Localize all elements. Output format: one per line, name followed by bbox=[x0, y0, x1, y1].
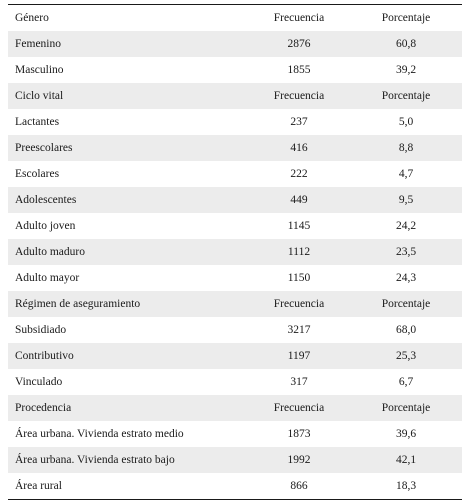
frequency-cell: 1197 bbox=[287, 350, 311, 362]
section-title: Régimen de aseguramiento bbox=[15, 298, 141, 310]
row-label: Contributivo bbox=[15, 350, 74, 362]
frequency-cell: 1992 bbox=[287, 454, 311, 466]
row-label: Adolescentes bbox=[15, 194, 77, 206]
frequency-cell: 866 bbox=[290, 480, 308, 492]
frequency-cell: 1855 bbox=[287, 64, 311, 76]
frequency-cell: 1150 bbox=[287, 272, 311, 284]
percentage-cell: 18,3 bbox=[395, 480, 417, 492]
row-label: Adulto maduro bbox=[15, 246, 85, 258]
percentage-cell: 60,8 bbox=[395, 38, 417, 50]
percentage-cell: 5,0 bbox=[398, 116, 414, 128]
row-label: Adulto mayor bbox=[15, 272, 80, 284]
percentage-cell: 9,5 bbox=[398, 194, 414, 206]
frequency-header: Frecuencia bbox=[273, 298, 325, 310]
table-row: Escolares 222 4,7 bbox=[8, 161, 462, 187]
percentage-cell: 6,7 bbox=[398, 376, 414, 388]
percentage-cell: 39,2 bbox=[395, 64, 417, 76]
table-row: Contributivo 1197 25,3 bbox=[8, 343, 462, 369]
section-header-row: Procedencia Frecuencia Porcentaje bbox=[8, 395, 462, 421]
percentage-cell: 42,1 bbox=[395, 454, 417, 466]
frequency-cell: 1112 bbox=[287, 246, 311, 258]
row-label: Área urbana. Vivienda estrato bajo bbox=[15, 454, 175, 466]
frequency-header: Frecuencia bbox=[273, 90, 325, 102]
table-row: Área rural 866 18,3 bbox=[8, 473, 462, 499]
table-row: Área urbana. Vivienda estrato bajo 1992 42… bbox=[8, 447, 462, 473]
row-label: Femenino bbox=[15, 38, 61, 50]
percentage-header: Porcentaje bbox=[381, 12, 431, 24]
table-row: Área urbana. Vivienda estrato medio 1873 3… bbox=[8, 421, 462, 447]
row-label: Subsidiado bbox=[15, 324, 67, 336]
table-row: Adolescentes 449 9,5 bbox=[8, 187, 462, 213]
percentage-cell: 4,7 bbox=[398, 168, 414, 180]
percentage-cell: 24,2 bbox=[395, 220, 417, 232]
table-row: Subsidiado 3217 68,0 bbox=[8, 317, 462, 343]
row-label: Área rural bbox=[15, 480, 62, 492]
percentage-cell: 68,0 bbox=[395, 324, 417, 336]
table-row: Lactantes 237 5,0 bbox=[8, 109, 462, 135]
percentage-cell: 23,5 bbox=[395, 246, 417, 258]
table-row: Masculino 1855 39,2 bbox=[8, 57, 462, 83]
row-label: Área urbana. Vivienda estrato medio bbox=[15, 428, 184, 440]
table-row: Preescolares 416 8,8 bbox=[8, 135, 462, 161]
frequency-cell: 237 bbox=[290, 116, 308, 128]
table-row: Adulto joven 1145 24,2 bbox=[8, 213, 462, 239]
frequency-cell: 1145 bbox=[287, 220, 311, 232]
row-label: Masculino bbox=[15, 64, 64, 76]
row-label: Adulto joven bbox=[15, 220, 76, 232]
section-title: Procedencia bbox=[15, 402, 72, 414]
frequency-header: Frecuencia bbox=[273, 402, 325, 414]
frequency-cell: 2876 bbox=[287, 38, 311, 50]
row-label: Vinculado bbox=[15, 376, 63, 388]
frequency-cell: 1873 bbox=[287, 428, 311, 440]
percentage-header: Porcentaje bbox=[381, 298, 431, 310]
frequency-cell: 416 bbox=[290, 142, 308, 154]
row-label: Lactantes bbox=[15, 116, 60, 128]
percentage-cell: 24,3 bbox=[395, 272, 417, 284]
percentage-cell: 25,3 bbox=[395, 350, 417, 362]
table-row: Vinculado 317 6,7 bbox=[8, 369, 462, 395]
percentage-cell: 39,6 bbox=[395, 428, 417, 440]
frequency-header: Frecuencia bbox=[273, 12, 325, 24]
section-title: Género bbox=[15, 12, 49, 24]
section-header-row: Ciclo vital Frecuencia Porcentaje bbox=[8, 83, 462, 109]
frequency-cell: 222 bbox=[290, 168, 308, 180]
section-header-row: Género Frecuencia Porcentaje bbox=[8, 5, 462, 31]
row-label: Preescolares bbox=[15, 142, 73, 154]
table-row: Adulto mayor 1150 24,3 bbox=[8, 265, 462, 291]
table-row: Adulto maduro 1112 23,5 bbox=[8, 239, 462, 265]
table-row: Femenino 2876 60,8 bbox=[8, 31, 462, 57]
frequency-cell: 3217 bbox=[287, 324, 311, 336]
section-header-row: Régimen de aseguramiento Frecuencia Porcen… bbox=[8, 291, 462, 317]
percentage-header: Porcentaje bbox=[381, 90, 431, 102]
frequency-cell: 449 bbox=[290, 194, 308, 206]
percentage-cell: 8,8 bbox=[398, 142, 414, 154]
demographics-table: Género Frecuencia Porcentaje Femenino 2876 60… bbox=[8, 4, 462, 500]
frequency-cell: 317 bbox=[290, 376, 308, 388]
row-label: Escolares bbox=[15, 168, 60, 180]
section-title: Ciclo vital bbox=[15, 90, 64, 102]
percentage-header: Porcentaje bbox=[381, 402, 431, 414]
